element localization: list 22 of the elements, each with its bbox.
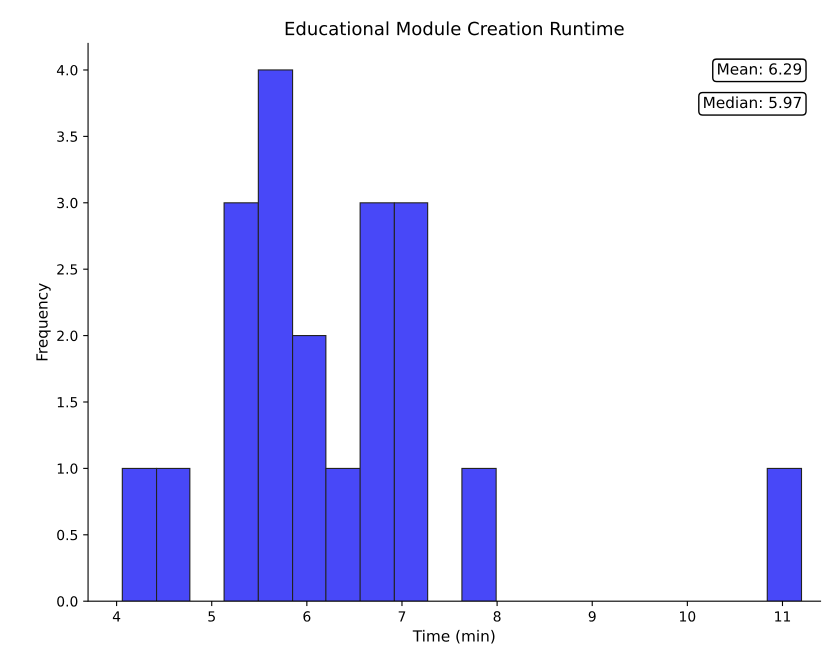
x-tick-label: 11 [775,611,790,622]
x-tick-label: 7 [398,611,406,622]
y-tick-label: 0.5 [57,530,78,540]
y-tick-label: 3.5 [57,131,78,142]
y-tick-label: 2.5 [57,264,78,275]
annotation: Mean: 6.29 [718,63,802,75]
x-axis-title: Time (min) [412,630,494,644]
x-tick-label: 8 [494,611,501,622]
y-tick-label: 1.5 [58,397,78,408]
annotation: Median: 5.97 [704,96,801,108]
y-tick-label: 1.0 [58,463,78,474]
y-tick-label: 0.0 [57,596,78,607]
x-tick-label: 9 [588,611,596,622]
x-tick-label: 6 [303,611,310,622]
x-tick-label: 10 [680,611,696,622]
y-tick-label: 4.0 [56,64,78,76]
x-tick-label: 4 [112,611,120,622]
y-tick-label: 2.0 [57,330,78,342]
y-axis-title: Frequency [36,283,51,360]
chart-title: Educational Module Creation Runtime [286,21,624,36]
y-tick-label: 3.0 [57,198,78,208]
x-tick-label: 5 [208,611,215,622]
